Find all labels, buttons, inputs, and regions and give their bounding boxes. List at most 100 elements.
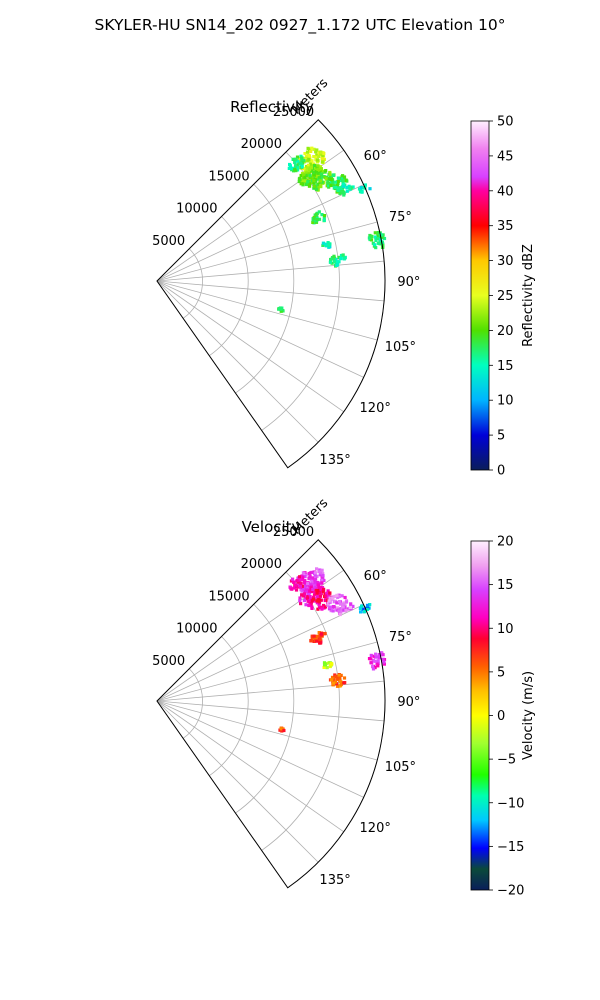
- echo-gate: [338, 188, 342, 192]
- echo-gate: [304, 171, 308, 175]
- echo-gate: [302, 587, 306, 591]
- range-tick-label: 20000: [241, 557, 282, 572]
- echo-gate: [333, 180, 337, 184]
- figure-title: SKYLER-HU SN14_202 0927_1.172 UTC Elevat…: [94, 16, 506, 34]
- echo-gate: [309, 582, 313, 586]
- echo-gate: [303, 575, 307, 579]
- echo-gate: [310, 146, 314, 150]
- echo-gate: [339, 257, 343, 261]
- echo-gate: [315, 212, 319, 216]
- echo-gate: [370, 235, 374, 239]
- echo-gate: [319, 176, 323, 180]
- echo-gate: [375, 661, 379, 665]
- echo-gate: [321, 589, 325, 593]
- echo-gate: [359, 606, 363, 610]
- echo-gate: [315, 599, 319, 603]
- colorbar-tick-label: 50: [497, 115, 514, 130]
- echo-gate: [327, 183, 331, 187]
- echo-gate: [317, 177, 321, 181]
- echo-gate: [310, 605, 314, 609]
- echo-gate: [298, 596, 302, 600]
- echo-gate: [313, 216, 317, 220]
- echo-gate: [365, 603, 370, 607]
- echo-gate: [338, 679, 342, 683]
- reflectivity-echoes: [277, 146, 387, 313]
- colorbar-tick-label: −15: [497, 840, 524, 855]
- echo-gate: [310, 599, 314, 603]
- echo-gate: [302, 581, 306, 585]
- echo-gate: [335, 263, 339, 267]
- echo-gate: [298, 178, 302, 182]
- azimuth-gridline: [156, 700, 364, 798]
- echo-gate: [313, 598, 317, 602]
- echo-gate: [329, 183, 333, 188]
- azimuth-tick-label: 135°: [319, 873, 350, 888]
- echo-gate: [371, 658, 375, 662]
- azimuth-gridline: [156, 700, 378, 761]
- echo-gate: [304, 182, 308, 187]
- echo-gate: [368, 187, 372, 191]
- echo-gate: [316, 182, 320, 186]
- reflectivity-colorbar-bar: [470, 120, 490, 471]
- colorbar-tick-label: −5: [497, 753, 516, 768]
- echo-gate: [315, 160, 319, 164]
- echo-gate: [298, 166, 302, 170]
- echo-gate: [298, 575, 302, 579]
- echo-gate: [310, 579, 314, 583]
- echo-gate: [307, 157, 311, 162]
- colorbar-tick-label: −20: [497, 884, 524, 899]
- azimuth-tick-label: 60°: [364, 569, 387, 584]
- echo-gate: [312, 147, 316, 151]
- echo-gate: [318, 573, 322, 577]
- echo-gate: [329, 662, 333, 666]
- echo-gate: [302, 173, 306, 177]
- echo-gate: [382, 662, 386, 666]
- echo-gate: [304, 588, 308, 592]
- echo-gate: [303, 585, 307, 589]
- echo-gate: [292, 157, 296, 161]
- echo-gate: [376, 241, 380, 245]
- echo-gate: [290, 587, 294, 591]
- reflectivity-panel: Reflectivity 5000 10000 15000 20000 25000 60…: [152, 76, 536, 479]
- echo-gate: [341, 190, 345, 195]
- echo-gate: [300, 156, 304, 160]
- range-tick-label: 5000: [152, 234, 185, 249]
- echo-gate: [317, 606, 322, 610]
- velocity-azimuth-labels: 60° 75° 90° 105° 120° 135°: [319, 569, 420, 888]
- echo-gate: [316, 171, 320, 175]
- colorbar-tick-label: 15: [497, 359, 514, 374]
- echo-gate: [334, 185, 338, 190]
- echo-gate: [336, 185, 340, 189]
- echo-gate: [322, 578, 326, 583]
- range-tick-label: 5000: [152, 654, 185, 669]
- echo-gate: [320, 581, 324, 585]
- echo-gate: [323, 592, 327, 596]
- echo-gate: [279, 727, 283, 731]
- echo-gate: [291, 577, 295, 581]
- echo-gate: [311, 576, 315, 580]
- echo-gate: [307, 184, 312, 188]
- colorbar-tick-label: 5: [497, 665, 505, 680]
- echo-gate: [317, 154, 321, 158]
- echo-gate: [302, 158, 306, 163]
- echo-gate: [365, 607, 369, 611]
- echo-gate: [308, 176, 312, 180]
- echo-gate: [331, 596, 335, 600]
- echo-gate: [310, 159, 314, 163]
- reflectivity-frame: [156, 119, 386, 469]
- echo-gate: [307, 154, 311, 158]
- echo-gate: [309, 586, 313, 590]
- azimuth-gridline: [156, 221, 378, 282]
- azimuth-tick-label: 105°: [385, 340, 416, 355]
- colorbar-tick-label: 0: [497, 464, 505, 479]
- echo-gate: [333, 680, 338, 684]
- echo-gate: [317, 599, 321, 603]
- echo-gate: [322, 151, 326, 156]
- echo-gate: [373, 235, 377, 239]
- echo-gate: [339, 610, 343, 614]
- echo-gate: [340, 608, 344, 612]
- echo-gate: [357, 187, 362, 191]
- echo-gate: [301, 576, 305, 580]
- echo-gate: [319, 172, 323, 176]
- azimuth-gridline: [156, 280, 364, 378]
